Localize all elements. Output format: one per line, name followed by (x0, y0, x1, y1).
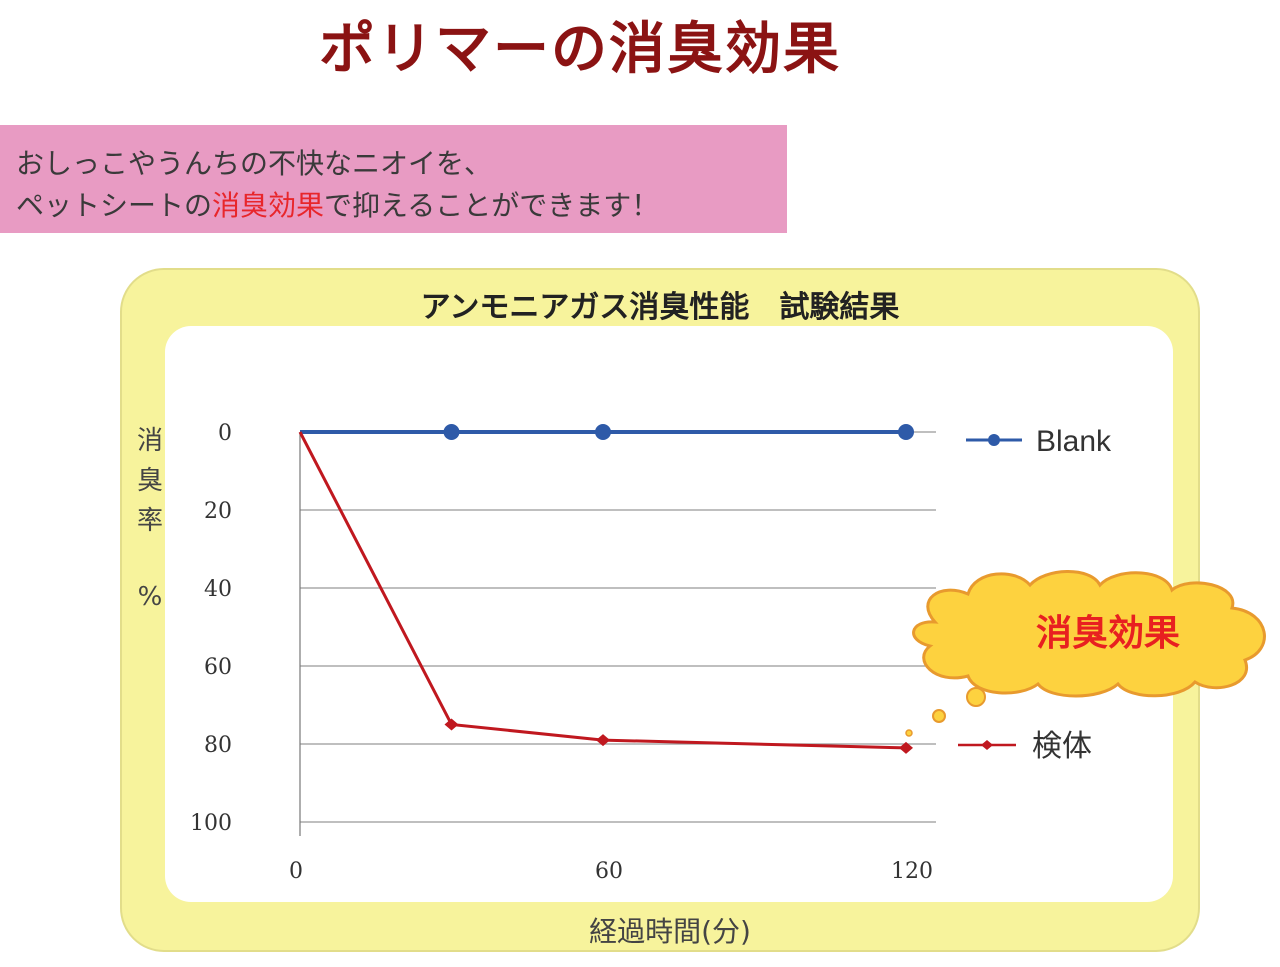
x-tick-label: 120 (891, 859, 933, 884)
y-axis-label-char: 臭 (136, 466, 163, 496)
chart-grid (299, 431, 936, 836)
callout-cloud-shape (912, 570, 1266, 698)
banner-line-1: おしっこやうんちの不快なニオイを、 (16, 147, 493, 180)
series-point (898, 424, 914, 440)
callout-bubble (905, 729, 913, 737)
description-banner (0, 125, 787, 233)
series-point (443, 424, 460, 440)
x-tick-label: 60 (595, 859, 623, 884)
chart-legend: Blank 検体 (958, 425, 1112, 763)
y-axis-label-char: 消 (136, 426, 163, 456)
y-axis-label-char: % (137, 582, 163, 612)
callout-cloud: 消臭効果 (905, 570, 1266, 737)
series-line-1 (298, 431, 907, 750)
series-point (596, 734, 610, 747)
y-tick-label: 0 (218, 421, 232, 446)
y-tick-label: 20 (204, 499, 232, 524)
chart-ticks: 0 20 40 60 80 100 0 60 120 (190, 421, 933, 884)
callout-text: 消臭効果 (1036, 613, 1180, 654)
legend-label: 検体 (1032, 730, 1092, 763)
page-title: ポリマーの消臭効果 (319, 17, 841, 82)
banner-line-2: ペットシートの消臭効果で抑えることができます！ (16, 184, 659, 224)
y-tick-label: 40 (204, 577, 232, 602)
banner-line-2-post: で抑えることができます！ (324, 189, 660, 222)
y-axis-label-char: 率 (136, 506, 163, 536)
callout-bubble (966, 687, 986, 707)
y-tick-label: 100 (190, 811, 232, 836)
chart-title: アンモニアガス消臭性能 試験結果 (420, 290, 900, 325)
series-point (444, 718, 459, 731)
x-tick-label: 0 (289, 859, 303, 884)
y-tick-label: 80 (204, 733, 232, 758)
callout-bubble (932, 709, 946, 723)
legend-label: Blank (1036, 425, 1112, 458)
legend-marker (988, 434, 1000, 446)
series-point (595, 424, 611, 440)
banner-line-2-pre: ペットシートの (16, 189, 213, 222)
y-tick-label: 60 (204, 655, 232, 680)
chart-series (298, 424, 914, 754)
x-axis-label: 経過時間(分) (589, 915, 751, 948)
series-point (899, 741, 913, 754)
legend-marker (981, 740, 993, 750)
banner-highlight: 消臭効果 (212, 189, 325, 222)
